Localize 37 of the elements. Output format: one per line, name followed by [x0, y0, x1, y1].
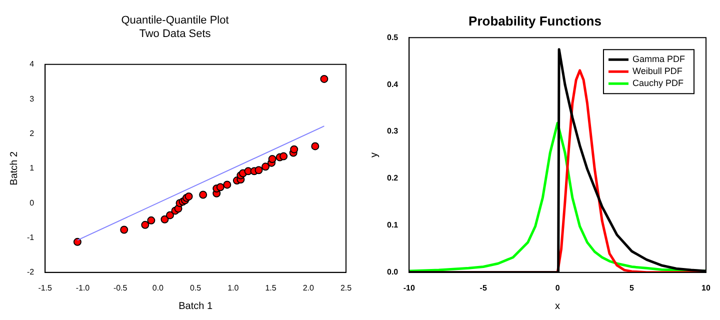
x-tick-label: 2.5: [340, 283, 352, 292]
x-tick-label: 0.5: [190, 283, 202, 292]
x-tick-label: -10: [403, 283, 416, 292]
y-tick-label: 0.1: [386, 220, 399, 230]
x-tick-label: -1.5: [38, 283, 53, 292]
x-tick-label: -0.5: [113, 283, 128, 292]
x-tick-label: 0.0: [152, 283, 164, 292]
y-tick-label: 0.3: [386, 126, 399, 136]
x-tick-label: -1.0: [76, 283, 90, 292]
legend-label: Weibull PDF: [632, 66, 683, 76]
x-tick-label: 1.5: [265, 283, 277, 292]
x-tick-label: 1.0: [228, 283, 240, 292]
legend-label: Gamma PDF: [632, 54, 686, 64]
chart-subtitle: Two Data Sets: [139, 28, 212, 40]
y-tick-label: -2: [26, 268, 35, 277]
y-tick-label: 2: [30, 128, 35, 138]
y-tick-label: 1: [30, 164, 35, 173]
x-tick-label: 2.0: [302, 283, 314, 292]
y-tick-label: 0.0: [386, 268, 399, 277]
x-tick-label: 0: [555, 283, 560, 292]
y-tick-label: 3: [30, 94, 35, 104]
y-tick-label: 4: [30, 60, 35, 69]
y-tick-label: 0.4: [386, 80, 399, 89]
x-axis-title: Batch 1: [178, 300, 213, 312]
x-tick-label: -5: [480, 283, 488, 292]
y-tick-label: 0.5: [386, 32, 399, 42]
x-tick-label: 10: [702, 283, 711, 292]
y-axis-title: y: [368, 152, 380, 158]
legend-label: Cauchy PDF: [632, 78, 684, 88]
y-tick-label: 0.2: [386, 174, 399, 183]
y-tick-label: 0: [30, 198, 35, 208]
chart-title: Quantile-Quantile Plot: [121, 14, 229, 27]
x-axis-title: x: [555, 300, 560, 312]
x-tick-label: 5: [630, 283, 635, 292]
y-axis-title: Batch 2: [8, 151, 20, 186]
chart-title: Probability Functions: [468, 13, 602, 28]
y-tick-label: -1: [26, 232, 35, 242]
